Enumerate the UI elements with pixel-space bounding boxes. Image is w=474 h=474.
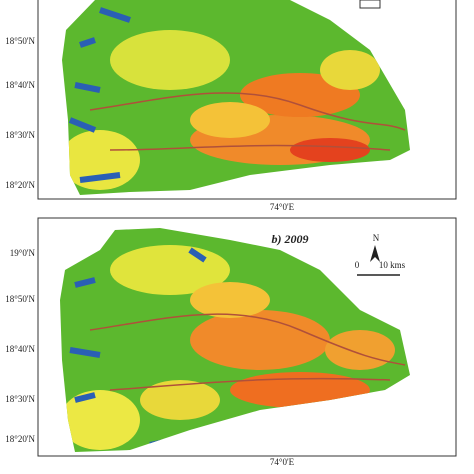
latitude-label: 18°20'N bbox=[5, 180, 35, 190]
latitude-label: 18°30'N bbox=[5, 130, 35, 140]
scale-label: 0 bbox=[355, 260, 360, 270]
latitude-label: 18°40'N bbox=[5, 344, 35, 354]
latitude-label: 18°30'N bbox=[5, 394, 35, 404]
latitude-label: 18°50'N bbox=[5, 36, 35, 46]
latitude-label: 18°20'N bbox=[5, 434, 35, 444]
latitude-label: 18°50'N bbox=[5, 294, 35, 304]
north-arrow bbox=[370, 245, 380, 262]
north-label: N bbox=[373, 233, 380, 243]
longitude-label: 74°0'E bbox=[270, 202, 295, 212]
latitude-label: 19°0'N bbox=[10, 248, 36, 258]
latitude-label: 18°40'N bbox=[5, 80, 35, 90]
legend-box bbox=[359, 0, 381, 9]
land-cover-map bbox=[62, 0, 410, 195]
longitude-label: 74°0'E bbox=[270, 457, 295, 467]
scale-label: 10 kms bbox=[379, 260, 406, 270]
panel-title: b) 2009 bbox=[272, 232, 309, 246]
